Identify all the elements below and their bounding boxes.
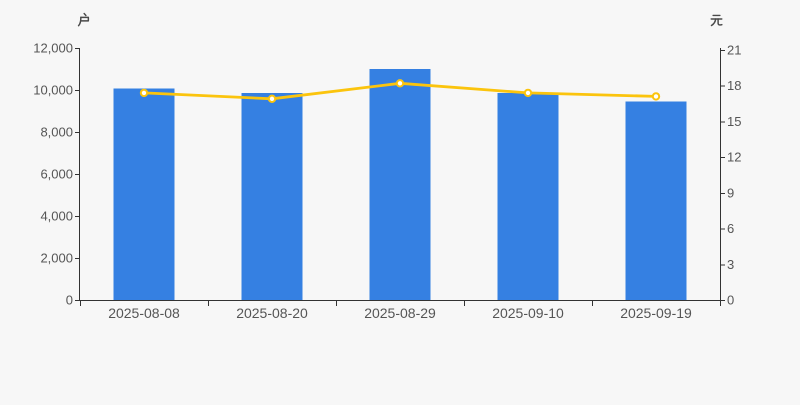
left-axis-tick-label: 2,000 [40, 251, 73, 266]
line-point-2025-08-20[interactable] [267, 94, 277, 104]
bar-2025-08-08[interactable] [113, 88, 175, 300]
bar-2025-09-10[interactable] [497, 93, 559, 300]
right-axis-tick-label: 18 [727, 78, 741, 93]
right-axis-tick-label: 9 [727, 185, 734, 200]
right-axis-tick-label: 6 [727, 221, 734, 236]
x-axis-label: 2025-09-19 [620, 305, 692, 321]
right-axis-tick-label: 3 [727, 257, 734, 272]
left-axis-tick-label: 4,000 [40, 209, 73, 224]
right-axis-tick-label: 12 [727, 150, 741, 165]
x-axis-label: 2025-08-20 [236, 305, 308, 321]
left-axis-tick-label: 8,000 [40, 125, 73, 140]
bar-2025-08-29[interactable] [369, 69, 431, 300]
right-axis-tick-label: 15 [727, 114, 741, 129]
line-point-2025-09-10[interactable] [523, 88, 533, 98]
left-axis-tick-label: 6,000 [40, 167, 73, 182]
left-axis-tick-label: 12,000 [33, 41, 73, 56]
line-point-2025-08-08[interactable] [139, 88, 149, 98]
bar-2025-09-19[interactable] [625, 101, 687, 300]
right-axis-tick-label: 0 [727, 293, 734, 308]
left-axis-unit-icon [77, 12, 90, 27]
right-axis-tick-label: 21 [727, 43, 741, 58]
bar-2025-08-20[interactable] [241, 92, 303, 301]
x-axis-label: 2025-08-29 [364, 305, 436, 321]
x-axis-label: 2025-08-08 [108, 305, 180, 321]
left-axis-tick-label: 0 [66, 293, 73, 308]
x-axis-label: 2025-09-10 [492, 305, 564, 321]
left-axis-tick-label: 10,000 [33, 83, 73, 98]
right-axis-unit-icon [710, 14, 723, 27]
line-point-2025-08-29[interactable] [395, 79, 405, 88]
line-point-2025-09-19[interactable] [651, 92, 661, 101]
